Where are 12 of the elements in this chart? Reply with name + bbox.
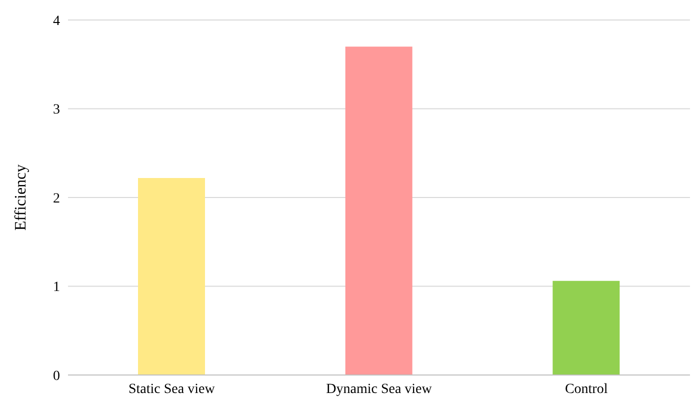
bar [138,178,205,375]
y-tick-label: 3 [53,102,60,118]
x-tick-label: Control [564,382,608,397]
y-tick-label: 1 [53,280,60,296]
y-tick-label: 2 [53,191,60,206]
x-tick-label: Static Sea view [128,382,216,397]
bar [345,46,412,375]
bar [552,280,620,375]
y-axis-title: Efficiency [12,164,30,231]
x-tick-label: Dynamic Sea view [326,382,433,397]
y-tick-label: 0 [53,368,60,384]
y-tick-label: 4 [53,14,60,29]
